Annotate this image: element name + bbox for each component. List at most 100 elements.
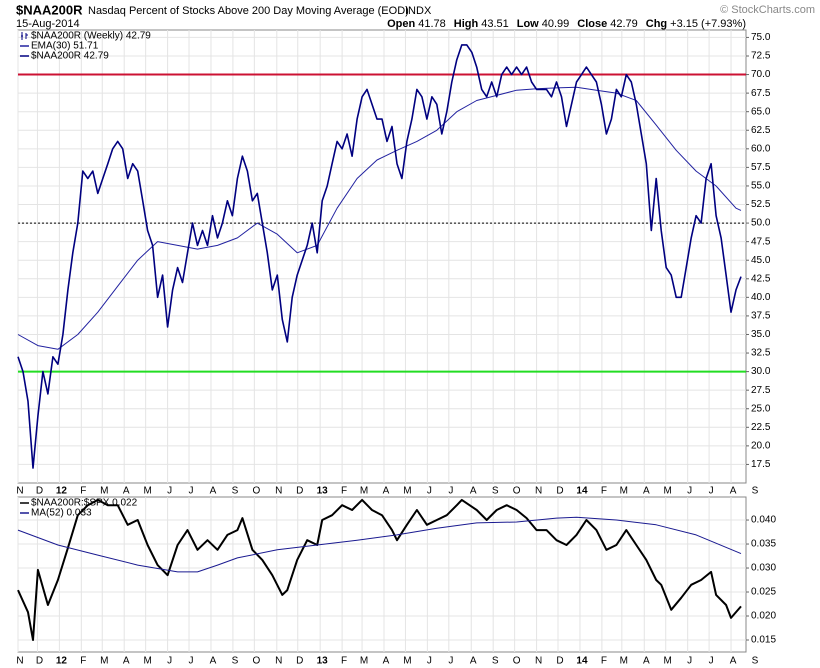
x-tick-label: J	[687, 486, 692, 497]
y-tick-label: 30.0	[751, 366, 771, 377]
x-tick-label: O	[513, 656, 521, 667]
x-tick-label: F	[601, 486, 607, 497]
y-tick-label: 75.0	[751, 32, 771, 43]
legend-icon	[21, 32, 28, 40]
y-tick-label: 0.040	[751, 515, 776, 526]
x-tick-label: A	[383, 656, 390, 667]
x-tick-label: M	[620, 486, 628, 497]
x-tick-label: M	[620, 656, 628, 667]
y-tick-label: 0.030	[751, 563, 776, 574]
x-tick-label: J	[189, 656, 194, 667]
exchange: INDX	[405, 5, 432, 17]
legend-label: EMA(30) 51.71	[31, 41, 99, 52]
x-tick-label: M	[360, 486, 368, 497]
x-tick-label: M	[100, 656, 108, 667]
y-tick-label: 45.0	[751, 255, 771, 266]
x-tick-label: S	[492, 656, 499, 667]
x-tick-label: S	[232, 486, 239, 497]
x-tick-label: A	[643, 656, 650, 667]
y-tick-label: 20.0	[751, 441, 771, 452]
stat-label: Close	[577, 18, 607, 30]
x-tick-label: A	[123, 486, 130, 497]
legend-label: $NAA200R 42.79	[31, 51, 109, 62]
y-tick-label: 70.0	[751, 69, 771, 80]
legend-label: $NAA200R:$SPX 0.022	[31, 498, 138, 509]
date: 15-Aug-2014	[16, 18, 80, 30]
y-tick-label: 0.015	[751, 635, 776, 646]
x-tick-label: D	[36, 486, 43, 497]
y-tick-label: 42.5	[751, 273, 771, 284]
x-tick-label: 14	[576, 656, 588, 667]
x-tick-label: 12	[56, 656, 68, 667]
y-tick-label: 47.5	[751, 236, 771, 247]
x-tick-label: J	[448, 656, 453, 667]
x-tick-label: F	[80, 656, 86, 667]
y-tick-label: 55.0	[751, 181, 771, 192]
x-tick-label: M	[100, 486, 108, 497]
series-line	[17, 498, 742, 641]
y-tick-label: 72.5	[751, 51, 771, 62]
x-tick-label: A	[123, 656, 130, 667]
x-tick-label: 12	[56, 486, 68, 497]
x-tick-label: J	[427, 656, 432, 667]
y-tick-label: 67.5	[751, 88, 771, 99]
series-line	[17, 516, 742, 573]
stat-label: Open	[387, 18, 415, 30]
x-tick-label: J	[687, 656, 692, 667]
copyright: © StockCharts.com	[720, 4, 815, 16]
x-tick-label: M	[143, 656, 151, 667]
y-tick-label: 62.5	[751, 125, 771, 136]
legend-title: $NAA200R (Weekly) 42.79	[31, 31, 151, 42]
x-tick-label: F	[341, 656, 347, 667]
legend-label: MA(52) 0.033	[31, 508, 92, 519]
x-tick-label: A	[470, 486, 477, 497]
x-tick-label: M	[143, 486, 151, 497]
x-tick-label: M	[664, 486, 672, 497]
symbol: $NAA200R	[16, 2, 83, 17]
y-tick-label: 0.025	[751, 587, 776, 598]
x-tick-label: F	[341, 486, 347, 497]
x-tick-label: N	[275, 656, 282, 667]
y-tick-label: 0.020	[751, 611, 776, 622]
x-tick-label: O	[252, 656, 260, 667]
x-tick-label: S	[232, 656, 239, 667]
x-tick-label: D	[556, 486, 563, 497]
x-tick-label: A	[210, 486, 217, 497]
x-tick-label: F	[601, 656, 607, 667]
x-tick-label: J	[448, 486, 453, 497]
x-tick-label: S	[492, 486, 499, 497]
x-tick-label: M	[403, 656, 411, 667]
x-tick-label: J	[167, 656, 172, 667]
x-tick-label: D	[296, 656, 303, 667]
y-tick-label: 52.5	[751, 199, 771, 210]
x-tick-label: N	[16, 486, 23, 497]
y-tick-label: 35.0	[751, 329, 771, 340]
series-line	[17, 44, 742, 469]
stat-label: Chg	[646, 18, 667, 30]
x-tick-label: A	[730, 486, 737, 497]
stat-value: 41.78	[418, 18, 446, 30]
y-tick-label: 27.5	[751, 385, 771, 396]
y-tick-label: 57.5	[751, 162, 771, 173]
y-tick-label: 22.5	[751, 422, 771, 433]
x-tick-label: A	[383, 486, 390, 497]
x-tick-label: A	[730, 656, 737, 667]
x-tick-label: O	[252, 486, 260, 497]
plot-area	[17, 29, 747, 484]
y-tick-label: 65.0	[751, 106, 771, 117]
stat-label: Low	[517, 18, 539, 30]
x-tick-label: A	[643, 486, 650, 497]
x-tick-label: O	[513, 486, 521, 497]
x-tick-label: D	[556, 656, 563, 667]
x-tick-label: D	[296, 486, 303, 497]
stat-value: +3.15 (+7.93%)	[670, 18, 746, 30]
stat-value: 43.51	[481, 18, 509, 30]
x-tick-label: N	[535, 656, 542, 667]
x-tick-label: J	[167, 486, 172, 497]
y-tick-label: 37.5	[751, 311, 771, 322]
x-tick-label: N	[16, 656, 23, 667]
y-tick-label: 60.0	[751, 143, 771, 154]
y-tick-label: 25.0	[751, 403, 771, 414]
x-tick-label: D	[36, 656, 43, 667]
x-tick-label: N	[535, 486, 542, 497]
